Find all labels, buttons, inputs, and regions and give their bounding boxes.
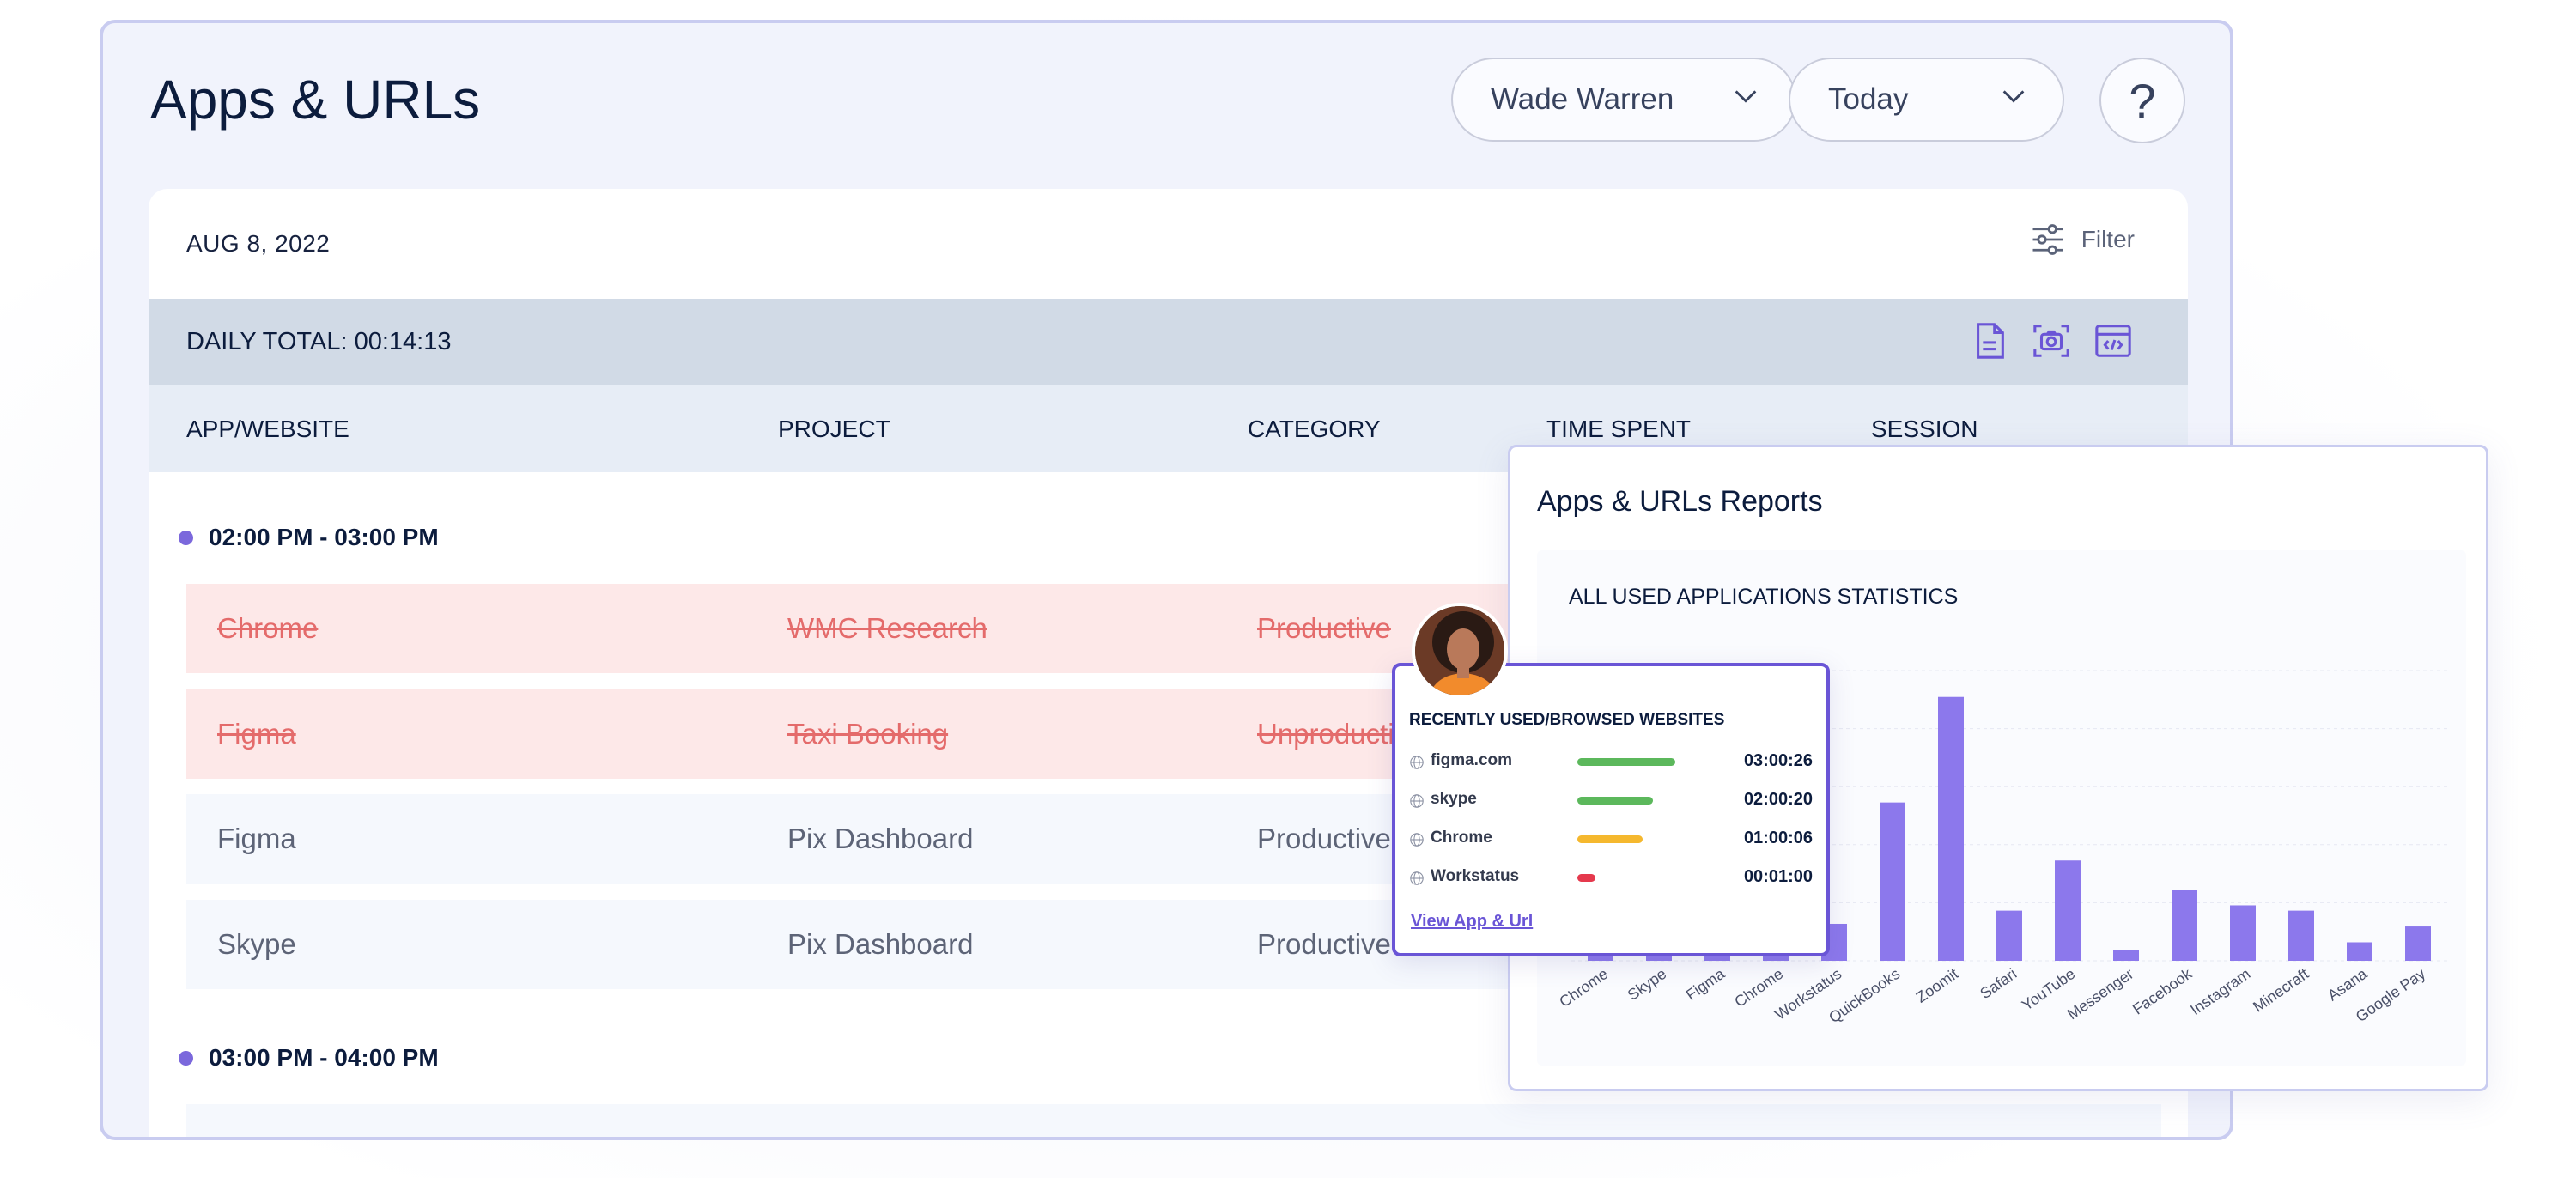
globe-icon (1410, 833, 1424, 847)
column-header[interactable]: APP/WEBSITE (186, 416, 349, 442)
usage-bar (1577, 874, 1595, 882)
chevron-down-icon (1735, 90, 1757, 103)
reports-card-title: Apps & URLs Reports (1537, 485, 1823, 518)
cell-category: Productive (1257, 612, 1391, 644)
sliders-icon (2032, 224, 2063, 255)
user-dropdown[interactable]: Wade Warren (1451, 58, 1796, 142)
chart-area: ALL USED APPLICATIONS STATISTICS Chrome S… (1537, 550, 2466, 1066)
site-name: Workstatus (1431, 867, 1520, 885)
x-tick-label: Safari (1977, 965, 2020, 1002)
help-icon: ? (2129, 73, 2156, 128)
cell-project: WMC Research (787, 612, 987, 644)
x-tick-label: Skype (1625, 965, 1669, 1004)
x-tick-label: Minecraft (2250, 965, 2312, 1016)
embed-code-icon[interactable] (2093, 321, 2133, 361)
x-tick-label: Instagram (2187, 965, 2253, 1018)
apps-urls-reports-card: Apps & URLs Reports ALL USED APPLICATION… (1508, 445, 2488, 1091)
cell-category: Productive (1257, 928, 1391, 960)
document-export-icon[interactable] (1970, 321, 2009, 361)
cell-project: Pix Dashboard (787, 928, 974, 960)
chevron-down-icon (2002, 90, 2025, 103)
chart-bar[interactable] (2055, 860, 2081, 961)
bar-chart: Chrome Skype Figma ChromeWorkstatusQuickBoo… (1556, 670, 2447, 1026)
chart-bar[interactable] (2113, 950, 2139, 961)
daily-total: DAILY TOTAL: 00:14:13 (186, 328, 452, 355)
chart-bar[interactable] (2288, 910, 2314, 961)
user-photo-icon (1415, 606, 1504, 695)
chart-bar[interactable] (2172, 890, 2197, 961)
cell-app: Figma (217, 718, 296, 750)
list-item[interactable]: figma.com 03:00:26 (1409, 750, 1813, 775)
globe-icon (1410, 756, 1424, 769)
cell-session: 00 (1880, 1132, 1912, 1137)
chart-title: ALL USED APPLICATIONS STATISTICS (1569, 585, 1959, 609)
cell-app: Skype (217, 1132, 296, 1137)
slot-dot-icon (179, 530, 193, 545)
filter-label: Filter (2081, 226, 2135, 252)
popup-title: RECENTLY USED/BROWSED WEBSITES (1409, 711, 1725, 729)
x-tick-label: Zoomit (1913, 965, 1962, 1006)
x-tick-label: Messenger (2064, 965, 2136, 1023)
daily-total-bar: DAILY TOTAL: 00:14:13 (149, 299, 2188, 385)
filter-button[interactable]: Filter (2030, 222, 2135, 258)
list-item[interactable]: skype 02:00:20 (1409, 788, 1813, 814)
cell-app: Skype (217, 928, 296, 960)
cell-app: Figma (217, 823, 296, 854)
cell-time-spent: 00:07:04 (1556, 1132, 1666, 1137)
column-header[interactable]: CATEGORY (1248, 416, 1381, 442)
list-item[interactable]: Chrome 01:00:06 (1409, 827, 1813, 853)
cell-category: Productive (1257, 1132, 1391, 1137)
site-name: Chrome (1431, 829, 1492, 847)
help-button[interactable]: ? (2099, 58, 2185, 143)
cell-app: Chrome (217, 612, 319, 644)
time-slot: 03:00 PM - 04:00 PM (179, 1044, 439, 1072)
usage-bar (1577, 797, 1653, 805)
slot-dot-icon (179, 1050, 193, 1066)
x-tick-label: Asana (2324, 964, 2371, 1004)
column-header[interactable]: PROJECT (778, 416, 890, 442)
recent-websites-popup: RECENTLY USED/BROWSED WEBSITES figma.com… (1392, 663, 1830, 956)
site-time: 02:00:20 (1743, 790, 1813, 809)
cell-category: Productive (1257, 823, 1391, 854)
globe-icon (1410, 794, 1424, 808)
list-item[interactable]: Workstatus 00:01:00 (1409, 865, 1813, 891)
site-name: figma.com (1431, 751, 1513, 769)
site-name: skype (1431, 790, 1477, 808)
period-dropdown[interactable]: Today (1789, 58, 2064, 142)
site-time: 01:00:06 (1743, 829, 1813, 847)
period-dropdown-value: Today (1828, 82, 1909, 116)
site-time: 03:00:26 (1743, 751, 1813, 770)
time-slot-label: 02:00 PM - 03:00 PM (209, 524, 439, 550)
chart-bar[interactable] (2405, 926, 2431, 961)
view-app-url-link[interactable]: View App & Url (1411, 912, 1534, 931)
table-row[interactable]: Skype ValueCoders Productive 00:07:04 00 (186, 1104, 2161, 1137)
usage-bar (1577, 835, 1643, 843)
page-title: Apps & URLs (150, 69, 481, 131)
column-header[interactable]: SESSION (1871, 416, 1978, 442)
x-tick-label: Figma (1683, 964, 1728, 1004)
chart-bar[interactable] (2347, 942, 2372, 961)
chart-bar[interactable] (1880, 802, 1905, 961)
time-slot: 02:00 PM - 03:00 PM (179, 524, 439, 551)
time-slot-label: 03:00 PM - 04:00 PM (209, 1044, 439, 1071)
column-header[interactable]: TIME SPENT (1546, 416, 1692, 442)
usage-bar (1577, 758, 1675, 766)
site-time: 00:01:00 (1743, 867, 1813, 886)
user-dropdown-value: Wade Warren (1491, 82, 1674, 116)
chart-bar[interactable] (2230, 905, 2256, 961)
screenshot-camera-icon[interactable] (2032, 321, 2071, 361)
cell-project: ValueCoders (787, 1132, 949, 1137)
avatar (1412, 603, 1508, 699)
cell-project: Taxi Booking (787, 718, 949, 750)
x-tick-label: Chrome (1556, 965, 1611, 1011)
chart-bar[interactable] (1938, 696, 1964, 961)
globe-icon (1410, 871, 1424, 885)
chart-bar[interactable] (1996, 910, 2022, 961)
x-tick-label: Facebook (2129, 964, 2196, 1017)
cell-project: Pix Dashboard (787, 823, 974, 854)
report-date: AUG 8, 2022 (186, 230, 331, 257)
